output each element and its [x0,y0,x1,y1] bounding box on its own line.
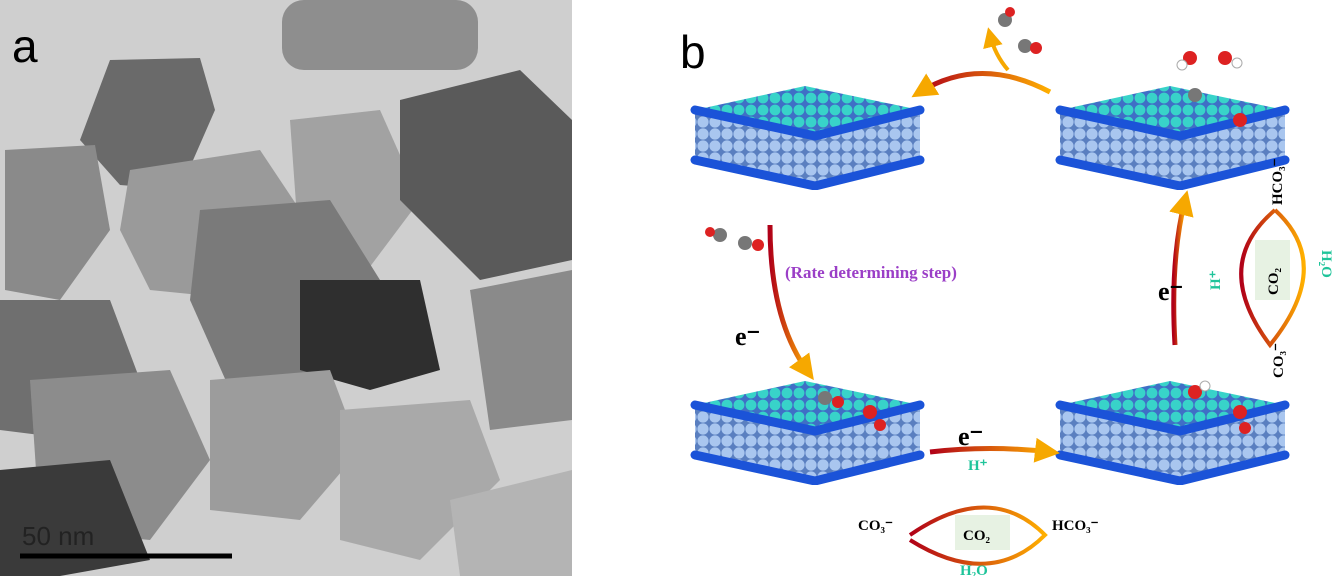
nanoparticle [1060,86,1285,186]
co2: CO₂ [963,528,991,544]
electron: e⁻ [1158,277,1183,306]
water: H₂O [1318,250,1334,278]
nanoparticle [695,86,920,186]
arrow [770,225,808,372]
arrow [1174,200,1185,345]
scale-bar-label: 50 nm [22,521,94,551]
electron: e⁻ [735,322,760,351]
annotation: (Rate determining step) [785,263,957,282]
arrow [930,449,1050,453]
tem-image: a 50 nm [0,0,572,576]
co2: CO₂ [1266,268,1282,296]
carbonate: CO₃⁻ [1271,343,1287,378]
molecules [705,7,1251,434]
panel-label: b [680,26,706,78]
figure: a 50 nm b (Rate determining step) e⁻ e⁻ … [0,0,1340,576]
water: H₂O [960,563,988,576]
arrow [920,74,1050,93]
bicarbonate: HCO₃⁻ [1052,518,1099,534]
proton: H⁺ [1208,270,1224,290]
nanoparticle [695,381,920,481]
carbonate: CO₃⁻ [858,518,893,534]
proton: H⁺ [968,458,988,474]
reaction-cycle: b (Rate determining step) e⁻ e⁻ H⁺ CO₃⁻ … [680,7,1334,576]
nanoparticle [1060,381,1285,481]
bicarbonate: HCO₃⁻ [1270,158,1286,205]
panel-label: a [12,20,38,72]
electron: e⁻ [958,422,983,451]
arrow [990,35,1008,70]
